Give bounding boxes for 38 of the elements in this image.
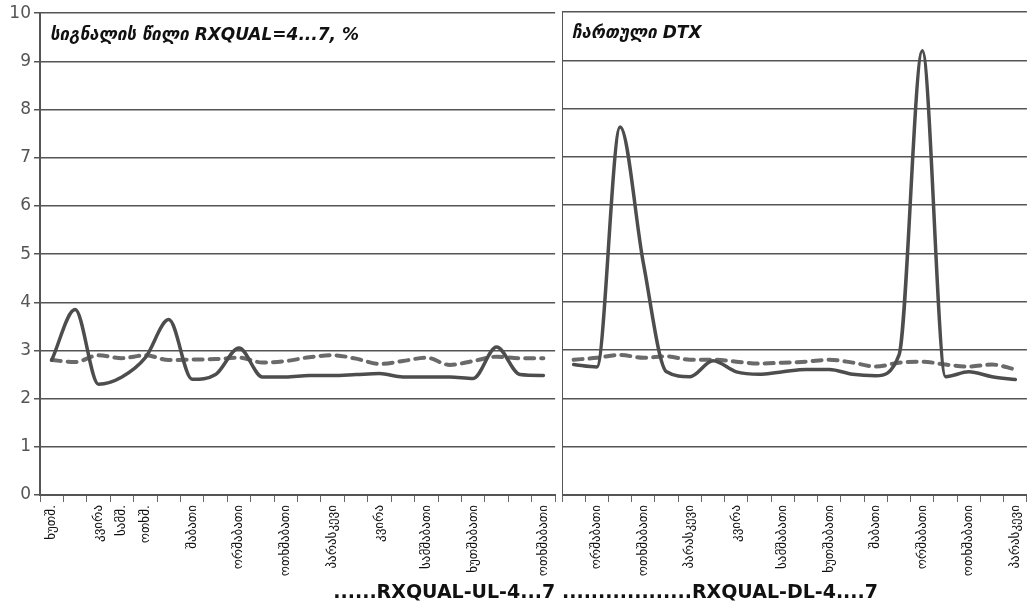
x-tick-label: ორშაბათი — [230, 504, 246, 570]
x-tick-label: ორშაბათი — [588, 504, 604, 570]
y-tick-label: 0 — [20, 483, 31, 504]
y-tick-label: 4 — [20, 290, 31, 311]
x-tick-label: პარასკევი — [324, 504, 340, 569]
y-tick-label: 10 — [9, 1, 31, 22]
annotation: სიგნალის წილი RXQUAL=4...7, % — [50, 23, 360, 44]
x-tick-label: ოთხშაბათი — [634, 504, 650, 577]
y-tick-label: 2 — [20, 387, 31, 408]
x-tick-label: ხუთშ. — [43, 504, 59, 540]
x-tick-label: სამშაბათი — [417, 504, 433, 569]
y-tick-label: 5 — [20, 242, 31, 263]
line-series — [49, 353, 546, 367]
x-tick-label: შაბათი — [867, 504, 883, 549]
x-tick-label: პარასკევი — [681, 504, 697, 569]
y-tick-label: 1 — [20, 435, 31, 456]
x-tick-label: ხუთშაბათი — [464, 504, 480, 573]
annotation: ჩართული DTX — [572, 22, 703, 43]
y-tick-label: 7 — [20, 146, 31, 167]
x-axis-title: ......RXQUAL-UL-4...7 — [333, 579, 556, 602]
y-tick-label: 8 — [20, 97, 31, 118]
y-tick-label: 3 — [20, 338, 31, 359]
x-tick-label: სამშ. — [113, 504, 129, 537]
x-tick-label: ოთხშაბათი — [277, 504, 293, 577]
x-tick-label: ოთხშაბათი — [960, 504, 976, 577]
x-tick-label: ოთხშაბათი — [534, 504, 550, 577]
x-tick-label: კვირა — [89, 504, 105, 542]
x-tick-label: ორშაბათი — [913, 504, 929, 570]
x-tick-label: პარასკევი — [1006, 504, 1022, 569]
y-tick-label: 6 — [20, 194, 31, 215]
x-tick-label: კვირა — [727, 504, 743, 542]
x-tick-label: ოთხშ. — [136, 504, 152, 544]
x-axis-title: ..................RXQUAL-DL-4....7 — [562, 579, 878, 602]
y-tick-label: 9 — [20, 49, 31, 70]
x-tick-label: სამშაბათი — [774, 504, 790, 569]
x-tick-label: ხუთშაბათი — [820, 504, 836, 573]
x-tick-label: კვირა — [370, 504, 386, 542]
x-tick-label: შაბათი — [183, 504, 199, 549]
